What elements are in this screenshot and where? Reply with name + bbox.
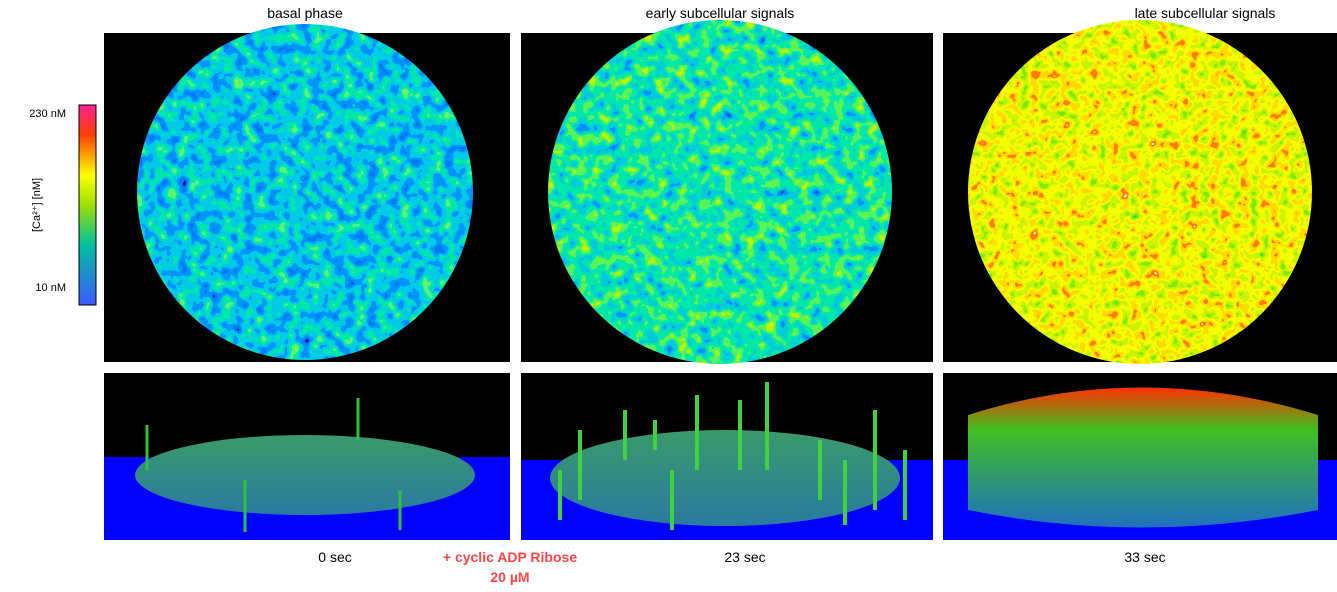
- colorbar: [78, 104, 97, 306]
- surface-plot: [104, 373, 510, 540]
- time-label: 23 sec: [724, 549, 765, 565]
- colorbar-label: [Ca²⁺] [nM]: [31, 178, 43, 232]
- cell-image: [137, 24, 473, 360]
- annotation: + cyclic ADP Ribose: [443, 549, 577, 565]
- panel-title: basal phase: [267, 5, 343, 21]
- surface-plot: [521, 373, 933, 540]
- annotation: 20 µM: [490, 569, 529, 585]
- time-label: 0 sec: [318, 549, 351, 565]
- cell-image: [968, 20, 1312, 364]
- panel-title: early subcellular signals: [646, 5, 795, 21]
- surface-plot: [943, 373, 1337, 540]
- time-label: 33 sec: [1124, 549, 1165, 565]
- panel-title: late subcellular signals: [1135, 5, 1276, 21]
- colorbar-min-label: 10 nM: [35, 282, 66, 294]
- colorbar-max-label: 230 nM: [29, 108, 66, 120]
- cell-image: [548, 20, 892, 364]
